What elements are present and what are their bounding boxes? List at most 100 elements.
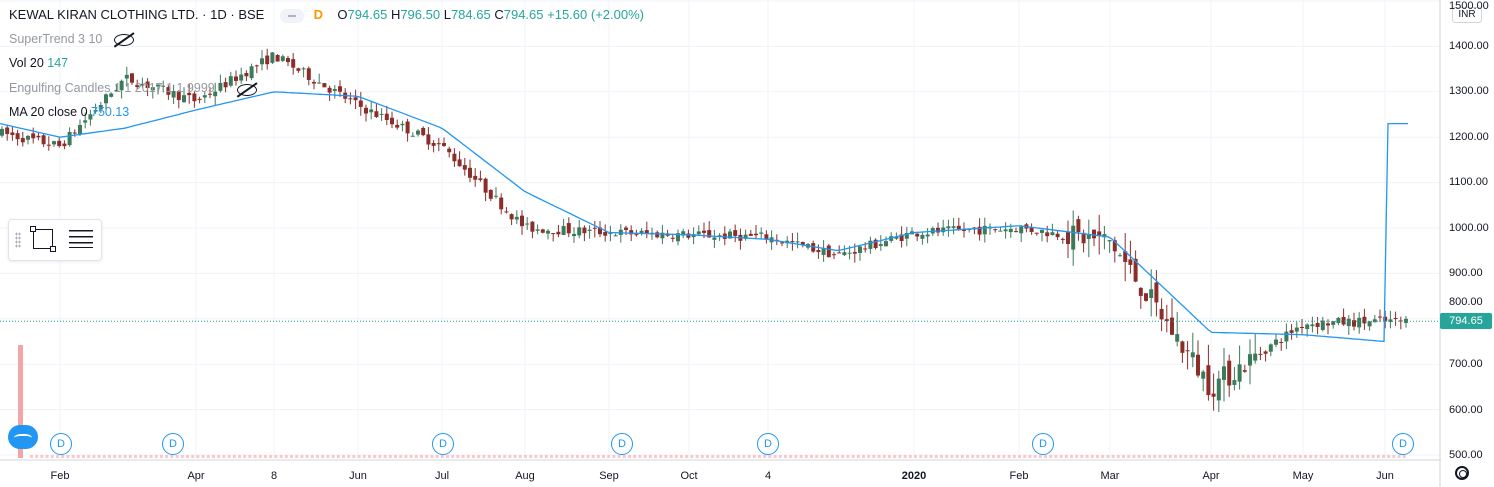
dividend-marker[interactable]: D [611, 433, 633, 455]
separator: · [230, 7, 235, 22]
candle-body [858, 246, 862, 253]
dividend-marker[interactable]: D [50, 433, 72, 455]
volume-bar [664, 455, 668, 458]
volume-bar [513, 455, 517, 458]
volume-bar [1033, 455, 1037, 458]
candle-body [696, 231, 701, 235]
indicator-volume[interactable]: Vol 20 147 [9, 56, 68, 70]
candle-body [592, 227, 597, 229]
volume-bar [1163, 455, 1167, 458]
candle-body [1144, 293, 1148, 301]
volume-bar [394, 455, 397, 458]
hidden-eye-icon[interactable] [237, 84, 257, 96]
price-axis-label: 500.00 [1449, 449, 1483, 461]
candle-body [733, 230, 738, 236]
candle-body [254, 65, 259, 67]
volume-bar [352, 455, 356, 458]
candle-body [1388, 319, 1393, 322]
volume-bar [1350, 455, 1354, 458]
candle-body [301, 68, 306, 70]
volume-bar [201, 455, 205, 458]
dividend-marker[interactable]: D [1032, 433, 1054, 455]
volume-bar [154, 455, 158, 458]
dividend-marker[interactable]: D [162, 433, 184, 455]
candle-body [863, 248, 868, 250]
price-axis-label: 900.00 [1449, 267, 1483, 279]
price-axis-label: 1200.00 [1449, 131, 1489, 143]
candle-body [868, 240, 873, 249]
symbol-name[interactable]: KEWAL KIRAN CLOTHING LTD. [9, 7, 199, 22]
candle-body [1019, 226, 1024, 234]
volume-bar [586, 455, 590, 458]
candle-body [436, 143, 441, 145]
candle-body [322, 83, 327, 88]
candle-body [473, 175, 478, 180]
candle-body [1008, 228, 1013, 233]
indicator-engulfing[interactable]: Engulfing Candles 1 1 2017 1 1 9999 [9, 81, 257, 96]
tradingview-logo-icon[interactable] [8, 425, 38, 449]
volume-bar [846, 455, 850, 458]
candle-body [676, 233, 680, 242]
dividend-marker[interactable]: D [1392, 433, 1414, 455]
volume-bar [1132, 455, 1136, 458]
candle-body [312, 81, 316, 84]
object-tree-icon[interactable] [69, 230, 93, 248]
volume-bar [836, 455, 839, 458]
interval[interactable]: 1D [210, 7, 227, 22]
volume-bar [565, 455, 569, 458]
candle-body [228, 76, 233, 86]
candle-body [546, 230, 550, 234]
candle-body [452, 153, 457, 162]
last-price-label: 794.65 [1440, 313, 1492, 329]
candle-body [1206, 365, 1211, 396]
volume-bar [763, 455, 767, 458]
volume-bar [607, 455, 611, 458]
candle-body [566, 223, 571, 234]
volume-bar [960, 455, 964, 458]
candle-body [182, 95, 186, 103]
candle-body [1242, 370, 1247, 372]
candle-body [197, 98, 202, 100]
rectangle-tool-icon[interactable] [30, 226, 56, 252]
candle-body [759, 232, 764, 234]
price-axis-label: 1000.00 [1449, 222, 1489, 234]
candle-body [26, 135, 30, 140]
price-axis-bg [1441, 0, 1494, 487]
candle-body [405, 121, 410, 134]
volume-bar [602, 455, 605, 458]
time-axis-label: Sep [599, 470, 619, 482]
candle-body [426, 134, 431, 145]
settings-gear-icon[interactable] [1455, 466, 1469, 480]
candle-body [1154, 282, 1159, 303]
hidden-eye-icon[interactable] [113, 33, 134, 46]
candle-body [1216, 378, 1221, 401]
candle-body [1237, 364, 1242, 382]
indicator-name: Vol [9, 56, 27, 70]
volume-bar [830, 455, 834, 458]
volume-bar [180, 455, 184, 458]
open-value: 794.65 [347, 7, 388, 22]
indicator-ma[interactable]: MA 20 close 0 750.13 [9, 105, 129, 119]
currency-badge[interactable]: INR [1452, 7, 1482, 23]
candle-body [1227, 360, 1232, 386]
candle-body [754, 233, 758, 236]
candle-body [1315, 323, 1320, 327]
drag-handle-icon[interactable] [15, 232, 21, 248]
drawing-toolbox[interactable] [8, 219, 102, 261]
dividend-marker[interactable]: D [757, 433, 779, 455]
candle-body [369, 109, 374, 113]
indicator-supertrend[interactable]: SuperTrend 3 10 [9, 32, 134, 46]
volume-bar [134, 455, 137, 458]
dividend-marker[interactable]: D [432, 433, 454, 455]
volume-bar [804, 455, 808, 458]
volume-bar [529, 455, 533, 458]
volume-bar [295, 455, 299, 458]
candle-body [1190, 352, 1195, 358]
volume-bar [945, 455, 949, 458]
ma-line [0, 91, 1408, 343]
volume-bar [170, 455, 174, 458]
candle-body [1352, 320, 1356, 327]
volume-bar [258, 455, 262, 458]
candle-body [249, 66, 254, 79]
